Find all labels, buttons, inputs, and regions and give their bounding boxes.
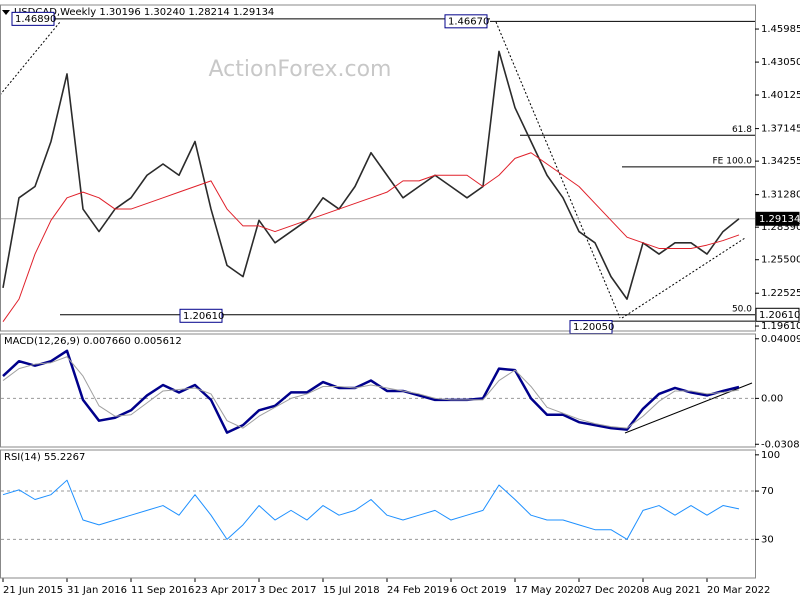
x-tick-label: 11 Sep 2016 <box>131 585 194 596</box>
annotation-label: 1.46670 <box>448 16 489 27</box>
price-marker <box>755 211 800 226</box>
series-line <box>2 50 740 300</box>
series-line <box>2 152 740 322</box>
annotation-label: 1.20050 <box>573 322 614 333</box>
y-tick-label: 30 <box>761 534 774 545</box>
menu-triangle <box>2 10 10 15</box>
annotation-box <box>179 308 223 323</box>
fib-label: FE 100.0 <box>713 156 753 166</box>
y-tick-label: 1.19610 <box>761 321 800 332</box>
x-tick-label: 31 Jan 2016 <box>67 585 127 596</box>
y-tick-label: 0.00 <box>761 393 783 404</box>
x-tick-label: 20 Mar 2022 <box>707 585 770 596</box>
watermark: ActionForex.com <box>209 57 392 82</box>
panel-title: RSI(14) 55.2267 <box>4 452 85 463</box>
x-tick-label: 3 Dec 2017 <box>259 585 317 596</box>
fib-label: 50.0 <box>732 304 752 314</box>
y-tick-label: 1.31280 <box>761 190 800 201</box>
annotation-label: 1.20610 <box>183 311 224 322</box>
fib-label: 61.8 <box>732 125 752 135</box>
x-tick-label: 24 Feb 2019 <box>387 585 449 596</box>
y-tick-label: 1.40125 <box>761 90 800 101</box>
y-tick-label: 1.45985 <box>761 24 800 35</box>
x-tick-label: 21 Jun 2015 <box>3 585 63 596</box>
y-tick-label: 1.34255 <box>761 156 800 167</box>
y-tick-label: 1.43050 <box>761 57 800 68</box>
y-tick-label: 1.28390 <box>761 222 800 233</box>
annotation-box <box>444 14 488 29</box>
panel-title: MACD(12,26,9) 0.007660 0.005612 <box>4 336 182 347</box>
price-marker-label: 1.20610 <box>759 310 800 321</box>
price-marker-label: 1.29134 <box>759 214 800 225</box>
panel-title: USDCAD,Weekly 1.30196 1.30240 1.28214 1.… <box>14 7 274 18</box>
x-tick-label: 15 Jul 2018 <box>323 585 380 596</box>
series-line <box>2 479 740 540</box>
panel-frame <box>0 333 756 448</box>
y-tick-label: 1.37145 <box>761 124 800 135</box>
x-tick-label: 8 Aug 2021 <box>643 585 701 596</box>
trend-line <box>621 237 746 319</box>
y-tick-label: 100 <box>761 450 780 461</box>
y-tick-label: -0.03086 <box>761 439 800 450</box>
x-tick-label: 17 May 2020 <box>515 585 580 596</box>
annotation-box <box>11 11 55 26</box>
panel-frame <box>0 449 756 579</box>
trend-line <box>495 21 621 319</box>
y-tick-label: 1.25500 <box>761 255 800 266</box>
x-tick-label: 6 Oct 2019 <box>451 585 506 596</box>
y-tick-label: 70 <box>761 486 774 497</box>
series-line <box>2 349 740 434</box>
panel-frame <box>0 4 756 332</box>
series-line <box>2 356 740 429</box>
x-tick-label: 27 Dec 2020 <box>579 585 643 596</box>
x-tick-label: 23 Apr 2017 <box>195 585 257 596</box>
annotation-label: 1.46890 <box>15 14 56 25</box>
y-tick-label: 0.040094 <box>761 334 800 345</box>
price-marker <box>755 307 800 322</box>
y-tick-label: 1.22525 <box>761 288 800 299</box>
